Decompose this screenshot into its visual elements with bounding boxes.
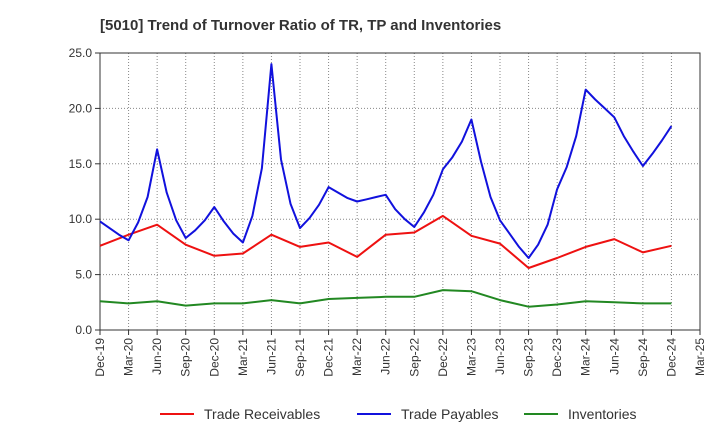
y-tick-label: 10.0 [69,212,93,226]
series-line-trade-payables [99,63,673,259]
x-tick-label: Mar-23 [464,338,478,376]
y-tick-label: 20.0 [69,101,93,115]
x-tick-label: Jun-24 [607,338,621,375]
x-tick-label: Dec-22 [436,338,450,377]
x-tick-label: Sep-24 [636,338,650,377]
x-tick-label: Jun-20 [150,338,164,375]
plot-area-frame [99,52,701,331]
x-tick-label: Sep-21 [293,338,307,377]
x-tick-label: Mar-20 [122,338,136,376]
x-tick-label: Mar-21 [236,338,250,376]
x-tick-label: Dec-19 [93,338,107,377]
y-tick-label: 25.0 [69,46,93,60]
series-line-trade-receivables [99,214,672,269]
x-tick-label: Jun-23 [493,338,507,375]
chart-title: [5010] Trend of Turnover Ratio of TR, TP… [100,17,501,34]
gridlines [99,52,701,331]
x-tick-label: Jun-21 [264,338,278,375]
x-tick-label: Mar-25 [693,338,707,376]
y-tick-label: 5.0 [75,268,92,282]
y-axis-ticks: 0.0 5.0 10.0 15.0 20.0 25.0 [69,46,100,337]
series-lines [99,63,673,308]
x-tick-label: Jun-22 [379,338,393,375]
series-line-inventories [99,289,672,308]
x-tick-label: Mar-24 [579,338,593,376]
y-tick-label: 15.0 [69,157,93,171]
legend-label-trade-payables: Trade Payables [401,406,499,422]
legend-label-inventories: Inventories [568,406,636,422]
x-tick-label: Dec-20 [207,338,221,377]
x-tick-label: Sep-23 [522,338,536,377]
y-tick-label: 0.0 [75,323,92,337]
x-axis-ticks: Dec-19 Mar-20 Jun-20 Sep-20 Dec-20 Mar-21 Jun-… [93,330,707,377]
legend-label-trade-receivables: Trade Receivables [204,406,320,422]
x-tick-label: Dec-21 [322,338,336,377]
x-tick-label: Mar-22 [350,338,364,376]
x-tick-label: Dec-23 [550,338,564,377]
x-tick-label: Dec-24 [664,338,678,377]
legend: Trade Receivables Trade Payables Inventori… [160,406,636,422]
x-tick-label: Sep-20 [179,338,193,377]
x-tick-label: Sep-22 [407,338,421,377]
